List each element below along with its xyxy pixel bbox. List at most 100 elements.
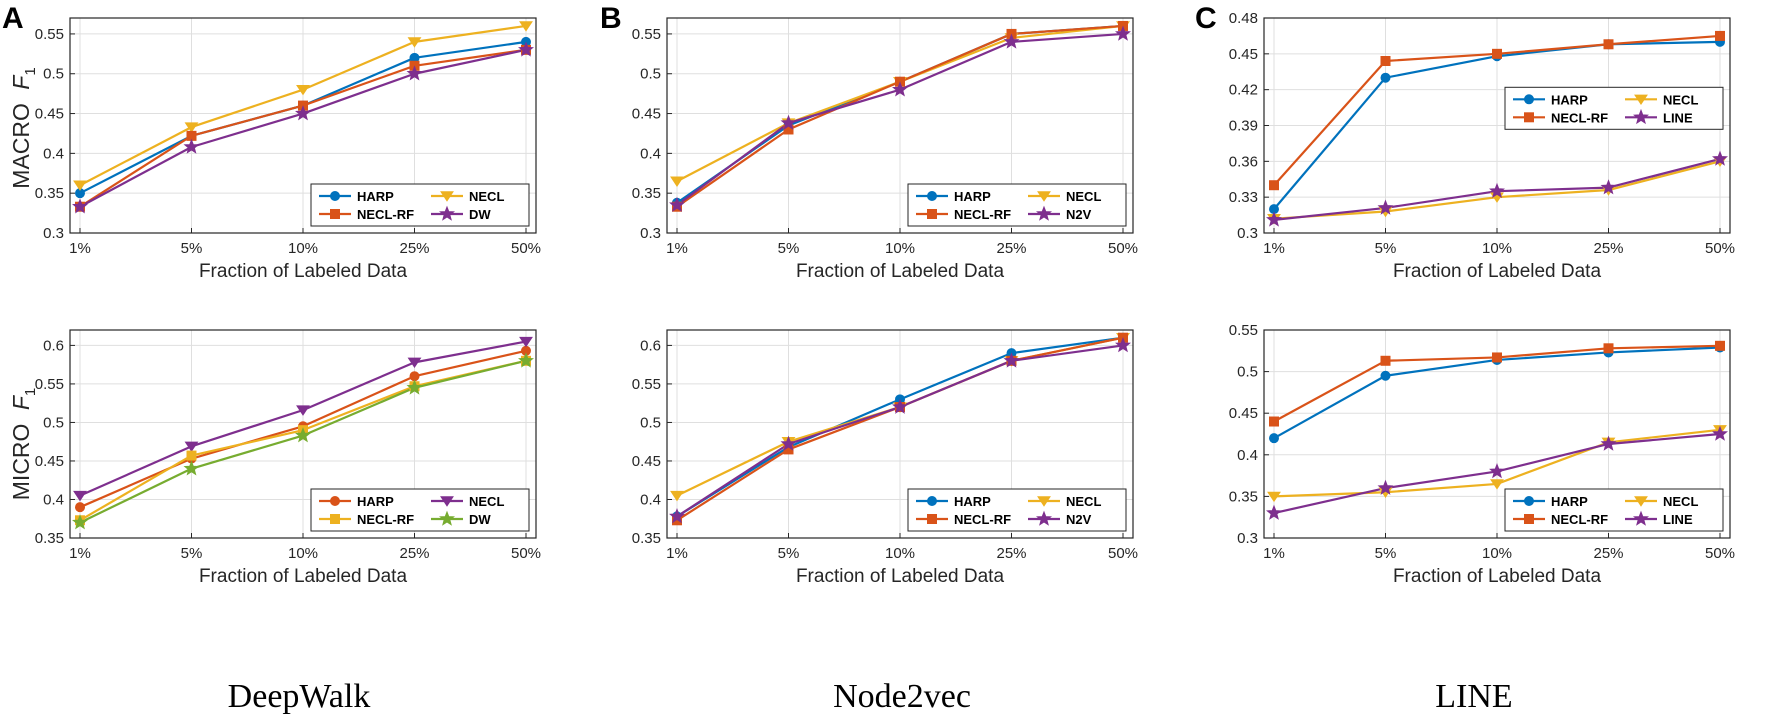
axes-box (1263, 329, 1731, 539)
legend-box (310, 183, 530, 227)
x-axis-label: Fraction of Labeled Data (796, 566, 1005, 587)
y-tick-label: 0.55 (632, 376, 661, 393)
panel-letter-c: C (1195, 2, 1217, 35)
macro-f1-row-label: MACRO F1 (8, 67, 39, 188)
data-point-necl-rf (1269, 180, 1279, 191)
data-point-line (1377, 199, 1394, 215)
x-axis-label: Fraction of Labeled Data (199, 261, 408, 282)
legend-marker-line (1633, 108, 1649, 125)
x-tick-label: 10% (288, 545, 318, 562)
legend-label-necl-rf: NECL-RF (1551, 512, 1608, 527)
axes-box (666, 17, 1134, 234)
data-point-line (1489, 463, 1505, 479)
y-tick-label: 0.45 (1229, 405, 1258, 422)
data-point-necl-rf (1603, 39, 1614, 50)
legend-marker-harp (927, 191, 937, 201)
x-tick-label: 25% (399, 545, 429, 562)
legend-label-harp: HARP (1551, 494, 1588, 509)
x-tick-label: 50% (1108, 240, 1138, 257)
legend-marker-necl-rf (330, 209, 340, 219)
data-point-necl (519, 21, 533, 32)
legend-label-necl: NECL (1663, 494, 1698, 509)
legend-box (310, 488, 530, 532)
x-tick-label: 1% (69, 240, 91, 257)
caption-node2vec: Node2vec (833, 678, 971, 715)
data-point-necl (184, 122, 199, 133)
y-tick-label: 0.5 (640, 66, 661, 83)
y-tick-label: 0.33 (1229, 189, 1258, 206)
y-tick-label: 0.45 (1229, 46, 1258, 63)
legend-marker-harp (330, 496, 340, 506)
legend-label-line: LINE (1663, 110, 1693, 125)
legend-marker-line (1633, 510, 1649, 526)
data-point-dw (406, 65, 423, 81)
data-point-dw (295, 427, 311, 443)
data-point-line (1712, 150, 1728, 166)
x-tick-label: 10% (1482, 240, 1512, 257)
legend-marker-necl-rf (927, 209, 937, 219)
legend-label-harp: HARP (954, 189, 991, 204)
y-tick-label: 0.4 (1237, 447, 1258, 464)
data-point-necl-rf (1492, 48, 1502, 59)
x-tick-label: 50% (1705, 545, 1735, 562)
data-point-harp (409, 371, 420, 382)
caption-line: LINE (1435, 678, 1512, 715)
data-point-dw (295, 105, 311, 121)
x-axis-label: Fraction of Labeled Data (796, 261, 1005, 282)
legend-marker-necl (1037, 191, 1051, 202)
legend-label-necl: NECL (469, 189, 504, 204)
x-axis-label: Fraction of Labeled Data (1393, 261, 1602, 282)
legend-box (907, 183, 1127, 227)
x-tick-label: 10% (885, 240, 915, 257)
y-tick-label: 0.45 (632, 453, 661, 470)
data-point-harp (1269, 433, 1279, 444)
legend: HARP NECL NECL-RF DW (310, 183, 530, 227)
legend-marker-harp (1524, 94, 1534, 105)
y-tick-label: 0.5 (640, 414, 661, 431)
legend: HARP NECL NECL-RF LINE (1504, 488, 1724, 532)
data-point-line (1489, 182, 1505, 198)
legend-marker-necl-rf (330, 514, 340, 524)
legend-label-n2v: N2V (1066, 512, 1092, 527)
micro-f: F (8, 394, 34, 410)
data-point-n2v (780, 114, 797, 130)
data-point-necl-rf (1380, 355, 1391, 366)
legend-box (907, 488, 1127, 532)
data-point-harp (1380, 72, 1391, 83)
chart-line-macro: 0.3 0.33 0.36 0.39 0.42 0.45 0.48 1% 5% 10% 25% 50%… (1229, 10, 1735, 282)
data-point-necl (407, 357, 422, 369)
y-tick-label: 0.6 (640, 337, 661, 354)
x-tick-label: 50% (1705, 240, 1735, 257)
data-point-dw (518, 41, 534, 57)
chart-line-micro: 0.3 0.35 0.4 0.45 0.5 0.55 1% 5% 10% 25% 50% Fracti… (1229, 322, 1735, 587)
legend-marker-necl (440, 496, 454, 507)
data-point-necl (184, 441, 199, 453)
data-point-dw (518, 352, 534, 368)
x-tick-label: 25% (996, 240, 1026, 257)
x-tick-label: 1% (69, 545, 91, 562)
y-tick-label: 0.48 (1229, 10, 1258, 27)
legend-label-dw: DW (469, 512, 491, 527)
data-point-n2v (669, 508, 685, 524)
x-tick-label: 50% (511, 240, 541, 257)
legend-marker-necl-rf (1524, 514, 1534, 524)
data-point-n2v (780, 435, 797, 451)
legend-marker-n2v (1036, 205, 1052, 221)
x-tick-label: 5% (1375, 240, 1397, 257)
legend-label-necl: NECL (469, 494, 504, 509)
data-point-necl (1490, 479, 1504, 490)
x-tick-label: 5% (181, 545, 203, 562)
legend-marker-dw (439, 510, 455, 526)
y-tick-label: 0.6 (43, 337, 64, 354)
legend-marker-dw (439, 205, 455, 221)
data-point-n2v (669, 196, 685, 212)
chart-node2vec-macro: 0.3 0.35 0.4 0.45 0.5 0.55 1% 5% 10% 25% 50% Fracti… (632, 17, 1138, 282)
chart-deepwalk-micro: 0.35 0.4 0.45 0.5 0.55 0.6 1% 5% 10% 25% 50% Fracti… (35, 329, 541, 587)
data-point-dw (183, 138, 200, 154)
data-point-necl-rf (1715, 30, 1725, 41)
legend: HARP NECL NECL-RF DW (310, 488, 530, 532)
x-tick-label: 50% (511, 545, 541, 562)
data-point-necl-rf (1380, 56, 1391, 66)
data-point-necl-rf (186, 450, 197, 461)
x-tick-label: 1% (666, 240, 688, 257)
